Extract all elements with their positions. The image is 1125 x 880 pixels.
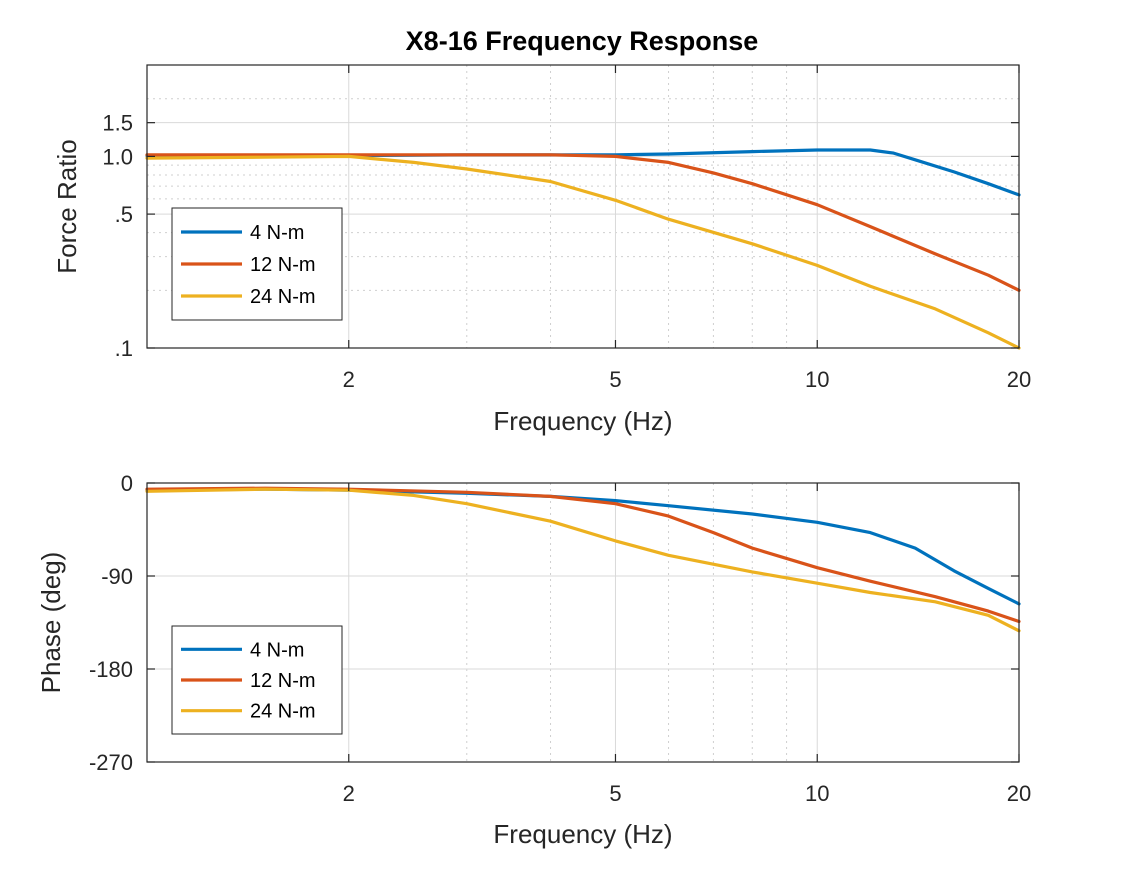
y-tick-label: .1 — [115, 336, 133, 361]
x-tick-label: 10 — [805, 781, 829, 806]
phase-plot: 2 5 10 20 0 -90 -180 -270 Frequency (Hz) Phase (d… — [36, 471, 1031, 849]
y-tick-label: 1.0 — [102, 144, 133, 169]
legend-label: 24 N-m — [250, 701, 316, 723]
axes-box — [146, 64, 1020, 349]
x-tick-label: 5 — [609, 367, 621, 392]
y-tick-label: -90 — [101, 564, 133, 589]
series-line-24-n-m — [145, 154, 1021, 350]
y-tick-label: -180 — [89, 657, 133, 682]
x-tick-label: 20 — [1007, 367, 1031, 392]
y-tick-label: 0 — [121, 471, 133, 496]
x-tick-label: 20 — [1007, 781, 1031, 806]
legend: 4 N-m 12 N-m 24 N-m — [171, 207, 343, 321]
y-tick-label: -270 — [89, 750, 133, 775]
magnitude-plot: 2 5 10 20 .1 .5 1.0 1.5 Frequency (Hz) Force Rati… — [52, 64, 1031, 436]
x-tick-label: 2 — [343, 367, 355, 392]
series-line-24-n-m — [145, 487, 1021, 633]
legend-label: 24 N-m — [250, 286, 316, 308]
legend-label: 12 N-m — [250, 254, 316, 276]
x-tick-label: 10 — [805, 367, 829, 392]
legend-label: 4 N-m — [250, 222, 304, 244]
series-line-12-n-m — [145, 153, 1021, 292]
x-tick-label: 2 — [343, 781, 355, 806]
y-axis-label: Phase (deg) — [36, 552, 66, 694]
legend: 4 N-m 12 N-m 24 N-m — [171, 625, 343, 735]
y-tick-label: .5 — [115, 202, 133, 227]
chart-title: X8-16 Frequency Response — [406, 26, 759, 56]
y-axis-label: Force Ratio — [52, 139, 82, 273]
legend-label: 4 N-m — [250, 639, 304, 661]
x-axis-label: Frequency (Hz) — [493, 819, 672, 849]
legend-label: 12 N-m — [250, 670, 316, 692]
y-tick-label: 1.5 — [102, 111, 133, 136]
x-axis-label: Frequency (Hz) — [493, 406, 672, 436]
series-line-12-n-m — [145, 486, 1021, 624]
x-tick-label: 5 — [609, 781, 621, 806]
axes-box — [146, 482, 1020, 763]
